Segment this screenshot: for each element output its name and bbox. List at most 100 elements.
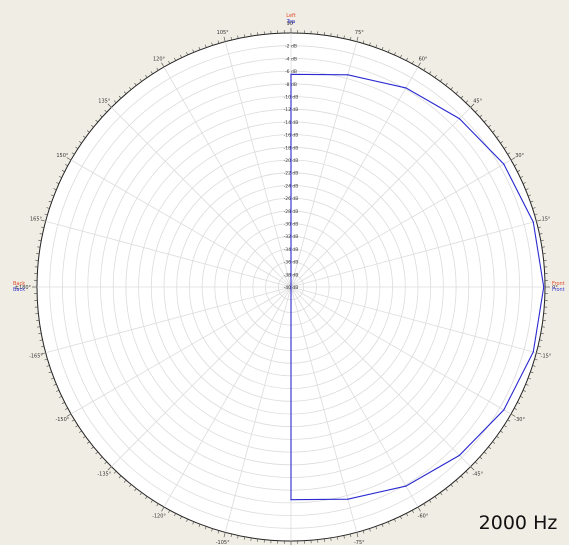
data-point	[458, 454, 460, 456]
tick-mark	[532, 207, 536, 209]
outer-tick-marks	[32, 28, 550, 545]
tick-mark	[369, 528, 371, 532]
tick-mark	[375, 526, 378, 530]
tick-mark	[369, 42, 371, 46]
tick-mark	[528, 377, 532, 380]
tick-mark	[75, 146, 79, 149]
tick-mark	[522, 182, 526, 184]
tick-mark	[336, 34, 339, 38]
tick-mark	[455, 91, 459, 95]
tick-mark	[41, 346, 45, 348]
angle-label: -15°	[541, 353, 552, 359]
angle-label: 60°	[419, 56, 428, 62]
angle-label: ±180°	[15, 285, 32, 291]
tick-mark	[41, 226, 45, 228]
tick-mark	[465, 100, 469, 103]
angle-labels: 0° 15° 30° 45° 60° 75° 90° 105° 120° 135° 150° 165°…	[15, 21, 559, 545]
tick-mark	[540, 332, 544, 335]
direction-label-top-left: Left	[286, 13, 295, 19]
direction-label-right-front-a: Front	[552, 281, 565, 287]
angle-label: -150°	[55, 417, 69, 423]
tick-mark	[525, 188, 529, 191]
tick-mark	[534, 213, 538, 216]
tick-mark	[460, 95, 464, 99]
tick-mark	[530, 200, 534, 203]
tick-mark	[394, 52, 396, 56]
tick-mark	[150, 499, 153, 503]
grid-spoke	[290, 107, 471, 288]
tick-mark	[237, 535, 239, 539]
angle-label: 135°	[98, 98, 111, 104]
tick-mark	[39, 339, 43, 341]
tick-mark	[180, 54, 182, 58]
tick-mark	[44, 358, 48, 361]
tick-mark	[406, 57, 408, 61]
grid-spoke	[111, 107, 292, 288]
tick-mark	[139, 78, 142, 82]
tick-mark	[223, 532, 226, 538]
tick-mark	[503, 425, 507, 428]
tick-mark	[134, 82, 137, 86]
angle-label: 105°	[217, 30, 230, 36]
data-point	[532, 221, 534, 223]
tick-mark	[387, 521, 390, 525]
tick-mark	[362, 530, 365, 534]
radial-label: -2 dB	[285, 44, 297, 50]
grid-spoke	[290, 286, 471, 467]
tick-mark	[38, 239, 42, 242]
data-point	[405, 87, 407, 89]
tick-mark	[537, 346, 541, 348]
tick-mark	[237, 35, 239, 39]
tick-mark	[79, 430, 82, 433]
tick-mark	[129, 484, 132, 487]
tick-mark	[168, 510, 171, 514]
grid-spoke	[290, 41, 358, 288]
tick-mark	[99, 456, 103, 460]
angle-label: 90°	[287, 21, 296, 27]
tick-mark	[71, 152, 75, 155]
tick-mark	[53, 383, 57, 386]
tick-mark	[180, 516, 182, 520]
series-lines	[290, 73, 545, 501]
tick-mark	[50, 377, 54, 380]
tick-mark	[40, 219, 46, 222]
tick-mark	[440, 78, 443, 82]
grid-spoke	[290, 286, 537, 354]
tick-mark	[536, 219, 542, 222]
tick-mark	[156, 503, 159, 507]
tick-mark	[460, 475, 464, 479]
tick-mark	[123, 91, 127, 95]
tick-mark	[475, 109, 478, 113]
radial-label: -4 dB	[285, 56, 297, 62]
grid-spoke	[45, 220, 292, 288]
tick-mark	[113, 100, 117, 103]
tick-mark	[186, 518, 188, 522]
tick-mark	[532, 365, 536, 367]
tick-mark	[145, 496, 148, 499]
tick-mark	[387, 49, 390, 53]
data-point	[347, 74, 349, 76]
tick-mark	[113, 471, 117, 474]
tick-mark	[434, 75, 437, 78]
angle-label: 120°	[153, 56, 166, 62]
tick-mark	[522, 390, 526, 392]
grid-spoke	[224, 286, 292, 533]
data-point	[458, 118, 460, 120]
tick-mark	[536, 352, 542, 355]
tick-mark	[350, 37, 352, 41]
data-point	[290, 73, 292, 75]
tick-mark	[211, 42, 213, 46]
tick-mark	[46, 365, 50, 367]
tick-mark	[503, 146, 507, 149]
tick-mark	[429, 499, 432, 503]
data-point	[405, 485, 407, 487]
tick-mark	[50, 194, 54, 197]
angle-label: -30°	[514, 417, 525, 423]
direction-label-right-front-b: Front	[552, 287, 565, 293]
grid-spoke	[70, 286, 292, 415]
tick-mark	[99, 114, 103, 118]
tick-mark	[517, 170, 521, 172]
grid-spoke	[111, 286, 292, 467]
tick-mark	[479, 114, 483, 118]
